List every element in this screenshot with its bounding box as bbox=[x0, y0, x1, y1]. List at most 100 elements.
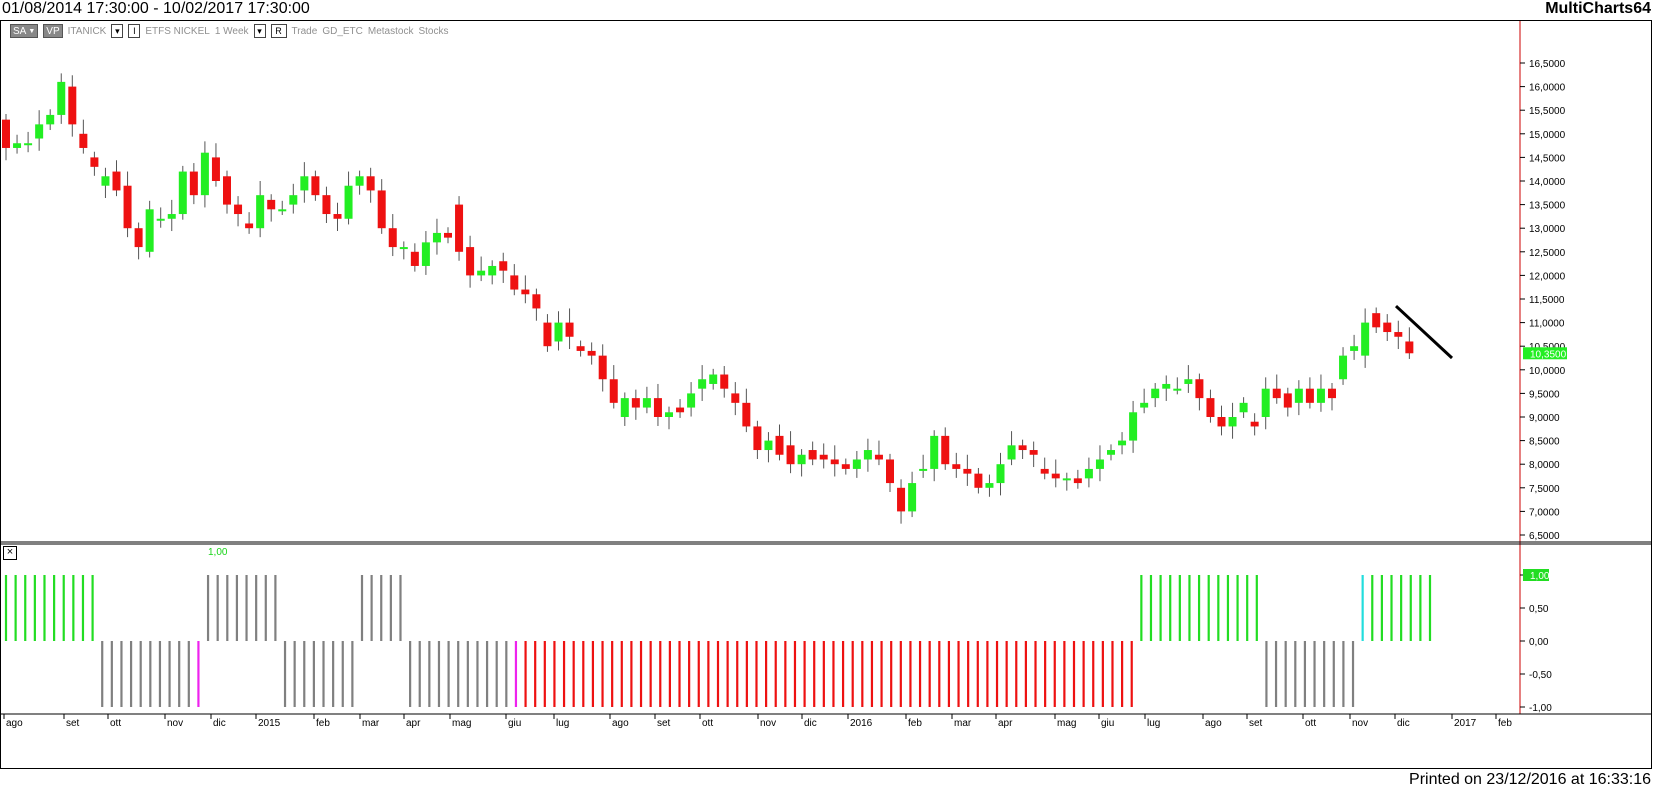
time-tick-label: nov bbox=[167, 718, 183, 729]
time-tick-label: 2015 bbox=[258, 718, 281, 729]
candle-body bbox=[267, 199, 276, 210]
candle-body bbox=[598, 355, 607, 380]
candle-body bbox=[289, 195, 298, 205]
instrument-button[interactable]: I bbox=[128, 24, 141, 38]
candle-body bbox=[211, 157, 220, 181]
price-tick-label: 13,5000 bbox=[1529, 201, 1566, 212]
chart-status-bar: SA ▼ VP ITANICK ▾ I ETFS NICKEL 1 Week ▾ … bbox=[10, 24, 448, 38]
chevron-down-icon: ▼ bbox=[28, 27, 36, 35]
last-price-label: 10,3500 bbox=[1530, 349, 1567, 360]
resolution-label: 1 Week bbox=[214, 25, 249, 37]
candle-body bbox=[1151, 388, 1160, 399]
candle-body bbox=[698, 379, 707, 389]
candle-body bbox=[1228, 417, 1237, 427]
candle-body bbox=[576, 346, 585, 351]
category-label: Stocks bbox=[418, 25, 449, 37]
candle-body bbox=[819, 454, 828, 460]
candle-body bbox=[322, 195, 331, 215]
resolution-dropdown-icon[interactable]: ▾ bbox=[253, 24, 266, 38]
candle-body bbox=[974, 473, 983, 488]
candle-body bbox=[985, 483, 994, 488]
candle-body bbox=[1328, 388, 1336, 399]
candle-body bbox=[167, 214, 176, 219]
time-tick-label: nov bbox=[1352, 718, 1368, 729]
candle-body bbox=[101, 176, 110, 186]
price-tick-label: 16,5000 bbox=[1529, 59, 1566, 70]
candle-body bbox=[444, 232, 452, 238]
candle-body bbox=[123, 185, 132, 229]
candle-body bbox=[477, 270, 486, 276]
candle-body bbox=[488, 265, 497, 276]
close-icon[interactable]: × bbox=[3, 546, 17, 560]
candle-body bbox=[1129, 412, 1138, 441]
range-button[interactable]: R bbox=[270, 24, 287, 38]
time-tick-label: ott bbox=[702, 718, 713, 729]
candle-body bbox=[178, 171, 187, 215]
candle-body bbox=[1018, 445, 1027, 451]
candle-body bbox=[1206, 398, 1215, 417]
candle-body bbox=[366, 176, 375, 191]
printed-footer: Printed on 23/12/2016 at 16:33:16 bbox=[1409, 771, 1651, 788]
price-tick-label: 8,0000 bbox=[1529, 460, 1560, 471]
candle-body bbox=[300, 176, 309, 191]
candle-body bbox=[145, 209, 154, 252]
candle-body bbox=[189, 171, 198, 196]
price-tick-label: 14,5000 bbox=[1529, 153, 1566, 164]
last-price-badge bbox=[1523, 347, 1567, 360]
sa-button[interactable]: SA ▼ bbox=[10, 24, 39, 38]
candle-body bbox=[13, 143, 22, 148]
candle-body bbox=[2, 119, 10, 148]
candle-body bbox=[90, 157, 99, 167]
time-tick-label: lug bbox=[1147, 718, 1160, 729]
candle-body bbox=[1040, 468, 1049, 474]
candle-body bbox=[333, 214, 342, 219]
price-tick-label: 15,5000 bbox=[1529, 106, 1566, 117]
indicator-tick-label: -0,50 bbox=[1529, 670, 1552, 681]
candle-body bbox=[1184, 379, 1193, 384]
candle-body bbox=[499, 261, 508, 271]
candle-body bbox=[1140, 402, 1149, 408]
price-tick-label: 11,0000 bbox=[1529, 319, 1565, 330]
candle-body bbox=[930, 435, 939, 469]
instrument-label: I bbox=[133, 26, 136, 36]
candle-body bbox=[1361, 322, 1370, 356]
candle-body bbox=[609, 379, 618, 403]
candle-body bbox=[919, 468, 928, 471]
candle-body bbox=[709, 374, 718, 384]
candle-body bbox=[653, 398, 662, 417]
candle-body bbox=[753, 426, 762, 451]
candle-body bbox=[941, 435, 950, 465]
price-tick-label: 9,5000 bbox=[1529, 389, 1560, 400]
candle-body bbox=[223, 176, 231, 205]
candle-body bbox=[521, 289, 530, 295]
candle-body bbox=[908, 483, 917, 512]
time-tick-label: mar bbox=[954, 718, 972, 729]
symbol-dropdown-icon[interactable]: ▾ bbox=[111, 24, 124, 38]
candle-body bbox=[1007, 445, 1016, 460]
time-tick-label: dic bbox=[1397, 718, 1410, 729]
chart-window[interactable] bbox=[0, 20, 1652, 769]
indicator-badge-label: 1,00 bbox=[1530, 571, 1550, 582]
candle-body bbox=[1239, 402, 1248, 413]
vp-button[interactable]: VP bbox=[43, 24, 63, 38]
candle-body bbox=[377, 190, 386, 229]
candle-body bbox=[963, 468, 972, 474]
candle-body bbox=[1372, 313, 1381, 328]
time-tick-label: set bbox=[66, 718, 80, 729]
candle-body bbox=[1029, 450, 1038, 455]
price-tick-label: 8,5000 bbox=[1529, 437, 1560, 448]
candle-body bbox=[388, 228, 397, 248]
price-tick-label: 14,0000 bbox=[1529, 177, 1566, 188]
candle-body bbox=[1173, 388, 1182, 391]
candle-body bbox=[852, 459, 861, 469]
candle-body bbox=[886, 459, 894, 484]
indicator-tick-label: 0,00 bbox=[1529, 637, 1549, 648]
candle-body bbox=[1118, 440, 1127, 446]
time-tick-label: feb bbox=[1498, 718, 1512, 729]
candle-body bbox=[1195, 379, 1204, 399]
time-tick-label: apr bbox=[998, 718, 1013, 729]
time-tick-label: set bbox=[657, 718, 671, 729]
candle-body bbox=[874, 454, 883, 460]
candle-body bbox=[1107, 450, 1115, 455]
